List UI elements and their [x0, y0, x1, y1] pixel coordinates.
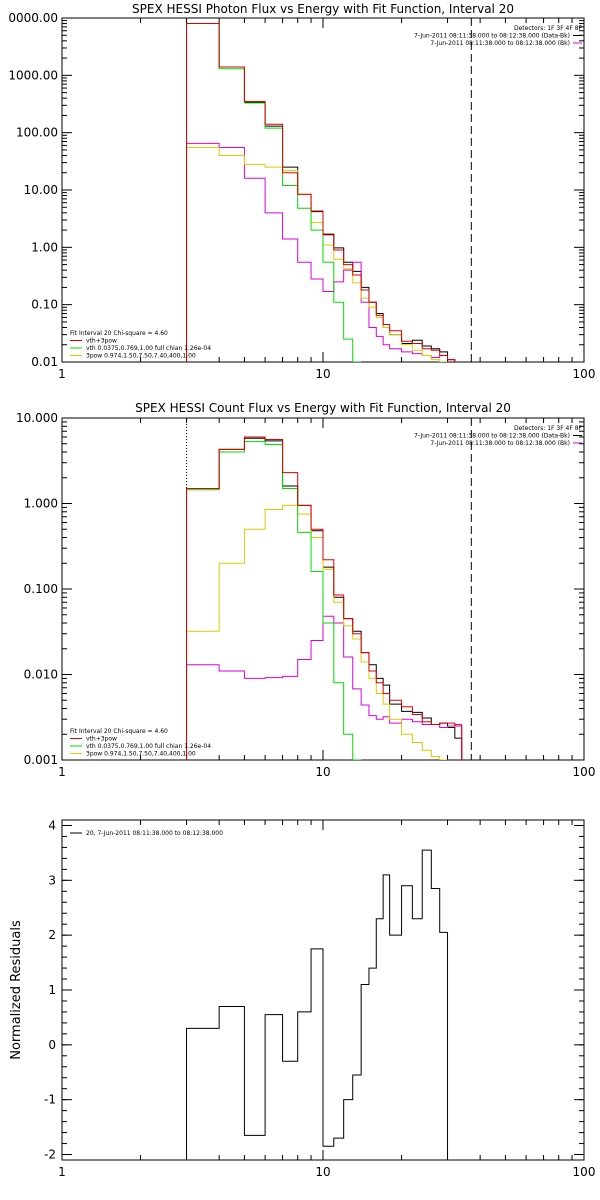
y-tick-label: 0 [48, 1038, 56, 1052]
x-tick-label: 10 [315, 367, 330, 381]
panel-2: SPEX HESSI Count Flux vs Energy with Fit… [16, 401, 595, 779]
y-tick-label: 1.00 [31, 240, 58, 254]
x-tick-label: 100 [573, 367, 596, 381]
y-axis-label: Normalized Residuals [9, 920, 24, 1060]
series-vth-3pow [186, 436, 463, 760]
x-tick-label: 10 [315, 1165, 330, 1179]
fit-legend-text: Fit Interval 20 Chi-square = 4.60 [70, 728, 168, 735]
y-tick-label: 0.001 [24, 753, 58, 767]
series-group [186, 849, 449, 1160]
y-tick-label: 0.10 [31, 298, 58, 312]
series-bk [186, 142, 456, 362]
x-axis: 1 10 100 [58, 820, 595, 1179]
fit-legend: Fit Interval 20 Chi-square = 4.60vth+3po… [70, 330, 211, 360]
y-tick-label: 1000.00 [8, 68, 58, 82]
plot-frame [61, 17, 585, 363]
info-legend: Detectors: 1F 3F 4F 8F7-Jun-2011 08:11:3… [414, 425, 582, 447]
fit-legend-text: vth 0.0375,0.769,1.00 full chian 1.26e-0… [86, 345, 211, 352]
y-tick-label: 2 [48, 928, 56, 942]
x-tick-label: 1 [58, 367, 66, 381]
y-tick-label: 3 [48, 873, 56, 887]
y-tick-label: 1.000 [24, 497, 58, 511]
series-vth [186, 23, 362, 362]
series-data-bk [186, 437, 463, 760]
chart-title: SPEX HESSI Photon Flux vs Energy with Fi… [132, 2, 514, 16]
y-tick-label: 1 [48, 983, 56, 997]
info-legend-text: Detectors: 1F 3F 4F 8F [514, 25, 583, 32]
y-tick-label: 0.010 [24, 668, 58, 682]
fit-legend-text: 3pow 0.974,1.50,7.50,7.40,400,1.00 [86, 353, 196, 360]
series-group [186, 436, 463, 760]
residual-legend: 20, 7-Jun-2011 08:11:38.000 to 08:12:38.… [70, 830, 223, 837]
x-axis: 1 10 100 [58, 18, 595, 381]
fit-legend-text: vth+3pow [86, 736, 117, 743]
y-axis: 0.001 0.010 0.100 1.000 10.000 [16, 411, 584, 767]
info-legend: Detectors: 1F 3F 4F 8F7-Jun-2011 08:11:3… [414, 25, 582, 47]
x-tick-label: 100 [573, 765, 596, 779]
series-20-7-jun-2011-08-11-38-000-to-08-12-38-000 [186, 849, 449, 1160]
fit-legend: Fit Interval 20 Chi-square = 4.60vth+3po… [70, 728, 211, 758]
x-tick-label: 1 [58, 1165, 66, 1179]
y-tick-label: -2 [44, 1148, 56, 1162]
y-tick-label: -1 [44, 1093, 56, 1107]
y-tick-label: 0.100 [24, 582, 58, 596]
info-legend-text: 7-Jun-2011 08:11:38.000 to 08:12:38.000 … [414, 433, 570, 440]
y-axis: 0.01 0.10 1.00 10.00 100.00 1000.00 0000.00 [8, 11, 584, 369]
info-legend-text: 7-Jun-2011 08:11:38.000 to 08:12:38.000 … [430, 440, 570, 447]
y-tick-label: 4 [48, 818, 56, 832]
x-tick-label: 10 [315, 765, 330, 779]
fit-legend-text: vth 0.0375,0.769,1.00 full chian 1.26e-0… [86, 743, 211, 750]
info-legend-text: 7-Jun-2011 08:11:38.000 to 08:12:38.000 … [414, 33, 570, 40]
series-data-bk [186, 23, 456, 362]
series-vth-3pow [186, 23, 456, 362]
fit-legend-text: vth+3pow [86, 338, 117, 345]
y-tick-label: 100.00 [16, 126, 58, 140]
chart-title: SPEX HESSI Count Flux vs Energy with Fit… [135, 401, 511, 415]
y-tick-label: 0000.00 [8, 11, 58, 25]
series-3pow [186, 147, 448, 362]
info-legend-text: Detectors: 1F 3F 4F 8F [514, 425, 583, 432]
x-tick-label: 1 [58, 765, 66, 779]
x-tick-label: 100 [573, 1165, 596, 1179]
fit-legend-text: Fit Interval 20 Chi-square = 4.60 [70, 330, 168, 337]
y-tick-label: 0.01 [31, 355, 58, 369]
y-axis: -2 -1 0 1 2 3 4 [44, 818, 584, 1162]
y-tick-label: 10.000 [16, 411, 58, 425]
x-axis: 1 10 100 [58, 418, 595, 779]
panel-1: SPEX HESSI Photon Flux vs Energy with Fi… [8, 2, 595, 381]
series-bk [186, 615, 463, 760]
residual-legend-text: 20, 7-Jun-2011 08:11:38.000 to 08:12:38.… [86, 830, 223, 837]
info-legend-text: 7-Jun-2011 08:11:38.000 to 08:12:38.000 … [430, 40, 570, 47]
series-group [186, 23, 456, 362]
panel-3: 1 10 100 -2 -1 0 1 2 3 4 Normalized Residuals 20, 7… [9, 818, 595, 1179]
series-3pow [186, 504, 448, 760]
fit-legend-text: 3pow 0.974,1.50,7.50,7.40,400,1.00 [86, 751, 196, 758]
y-tick-label: 10.00 [24, 183, 58, 197]
series-vth [186, 441, 362, 760]
